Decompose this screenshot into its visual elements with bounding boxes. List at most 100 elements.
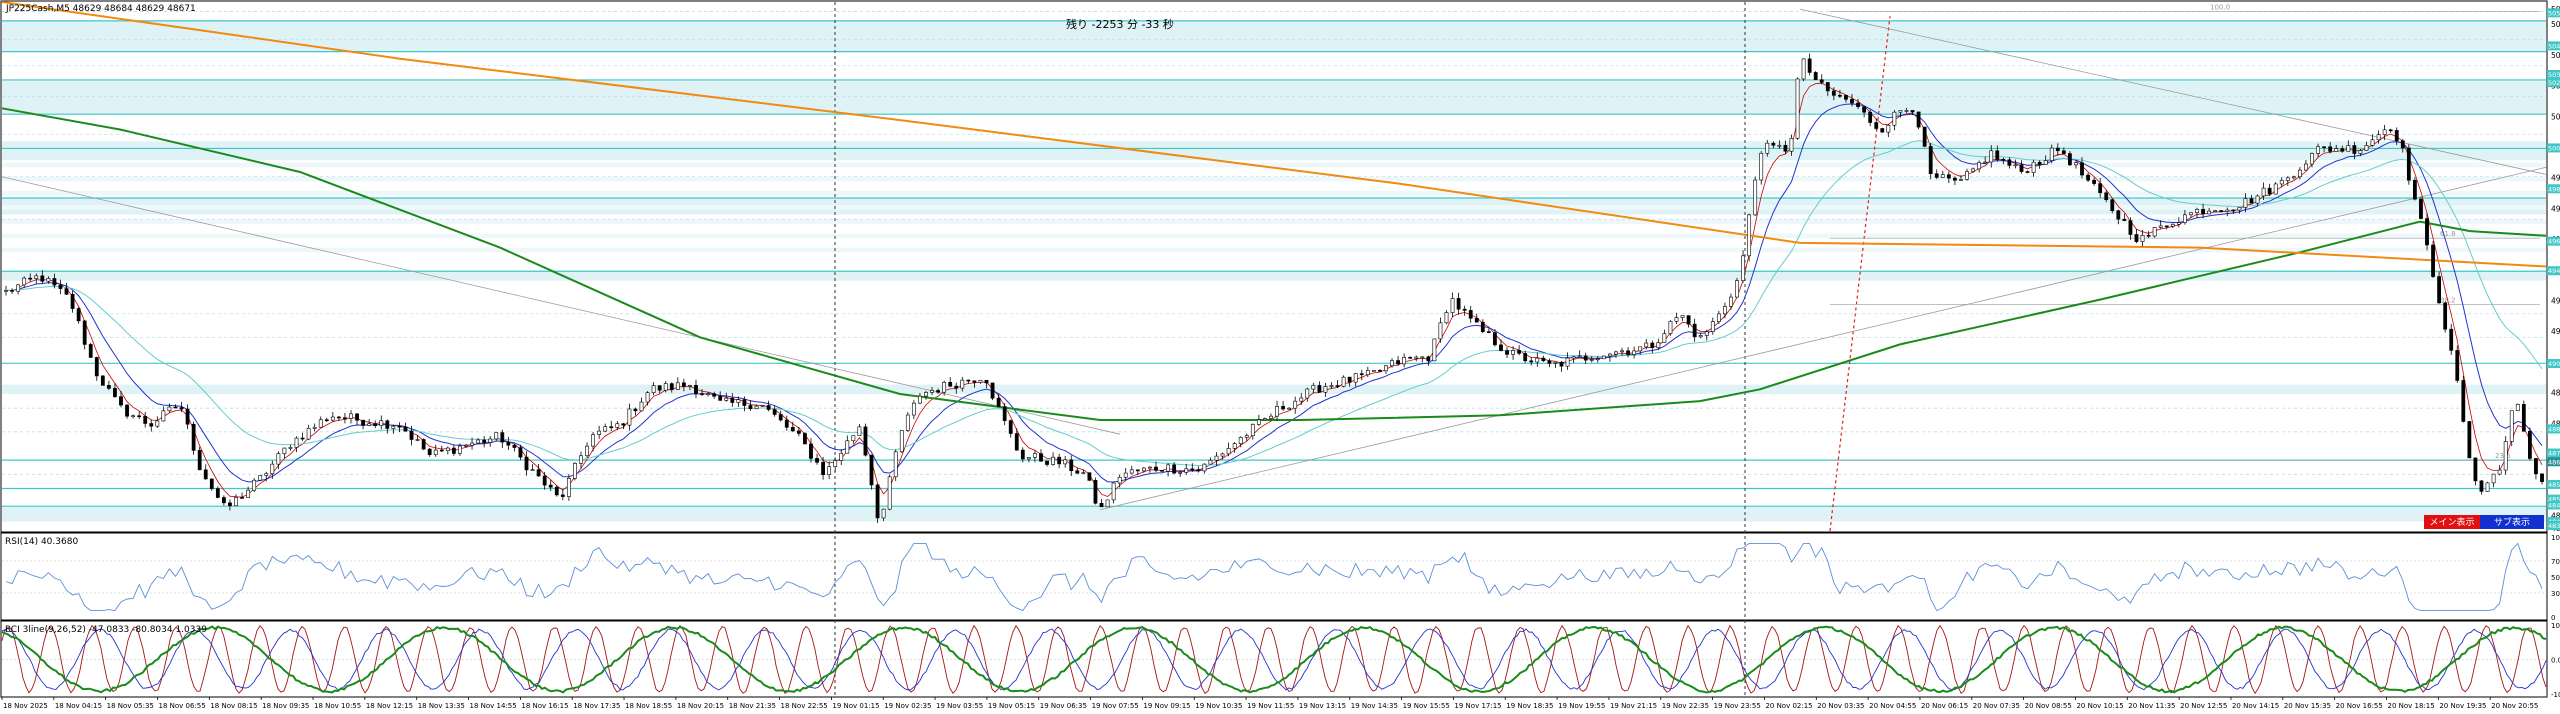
candle-body	[2267, 187, 2272, 195]
time-tick-label: 18 Nov 09:35	[262, 702, 309, 710]
candle-body	[88, 344, 93, 358]
time-tick-label: 20 Nov 04:55	[1869, 702, 1916, 710]
fibo-label: 100.0	[2210, 3, 2230, 11]
candle-body	[1547, 360, 1552, 364]
candle-body	[2297, 169, 2302, 178]
price-tag-bg	[2547, 69, 2560, 79]
candle-body	[1529, 360, 1534, 363]
candle-body	[1771, 142, 1776, 146]
time-tick-label: 18 Nov 21:35	[729, 702, 776, 710]
candle-body	[1868, 111, 1873, 123]
candle-body	[2473, 457, 2478, 482]
candle-body	[1844, 95, 1848, 100]
candle-body	[1825, 82, 1830, 92]
candle-body	[2116, 210, 2121, 220]
price-tag-bg	[2547, 8, 2560, 18]
candle-body	[1462, 308, 1467, 311]
candle-body	[1710, 321, 1715, 332]
candle-body	[809, 443, 813, 459]
candle-body	[633, 408, 638, 412]
time-tick-label: 18 Nov 16:15	[521, 702, 568, 710]
candle-body	[379, 420, 384, 427]
candle-body	[1880, 128, 1885, 133]
time-tick-label: 19 Nov 11:55	[1247, 702, 1294, 710]
candle-body	[1632, 350, 1637, 355]
candle-body	[16, 284, 21, 292]
rci-fast-line	[1, 624, 2547, 695]
candle-body	[451, 447, 456, 454]
candle-body	[1965, 171, 1969, 180]
time-tick-label: 18 Nov 12:15	[366, 702, 413, 710]
rci-mid-line	[1, 628, 2547, 691]
main-view-button[interactable]: メイン表示	[2424, 515, 2480, 529]
candle-body	[936, 390, 940, 393]
candle-body	[579, 455, 583, 464]
candle-body	[2007, 159, 2012, 166]
candle-body	[627, 408, 632, 426]
candle-body	[1008, 420, 1013, 434]
candle-body	[2183, 214, 2187, 223]
price-tag-bg	[2547, 494, 2560, 504]
candle-body	[2092, 179, 2097, 184]
candle-body	[427, 448, 432, 455]
candle-body	[397, 425, 402, 428]
sub-view-button[interactable]: サブ表示	[2480, 515, 2544, 529]
price-tag-label: 49827	[2548, 185, 2560, 193]
candle-body	[143, 415, 148, 424]
candle-body	[2503, 441, 2508, 471]
candle-body	[28, 277, 33, 280]
candle-body	[1819, 79, 1824, 83]
time-tick-label: 20 Nov 08:55	[2025, 702, 2072, 710]
candle-body	[1141, 467, 1146, 472]
price-tick-label: 50136	[2551, 112, 2560, 121]
candle-body	[1565, 357, 1570, 367]
candle-body	[609, 426, 614, 429]
candle-body	[2491, 473, 2496, 484]
candle-body	[2509, 410, 2514, 442]
candle-body	[2467, 421, 2472, 459]
candle-body	[2001, 158, 2006, 161]
candle-body	[1765, 142, 1770, 154]
candle-body	[300, 437, 305, 440]
candle-body	[1747, 214, 1752, 257]
candle-body	[1002, 406, 1007, 421]
time-tick-label: 20 Nov 02:15	[1765, 702, 1812, 710]
candle-body	[2376, 134, 2381, 141]
candle-body	[2170, 223, 2175, 227]
candle-body	[1571, 356, 1576, 359]
candle-body	[1075, 470, 1080, 474]
time-tick-label: 20 Nov 18:15	[2387, 702, 2434, 710]
candle-body	[385, 420, 390, 429]
candle-body	[2449, 328, 2454, 351]
candle-body	[1777, 144, 1782, 147]
candle-body	[34, 275, 39, 279]
candle-body	[942, 382, 947, 393]
candle-body	[1111, 482, 1116, 501]
candle-body	[373, 423, 378, 427]
candle-body	[1263, 418, 1267, 421]
candle-body	[754, 405, 759, 410]
candle-body	[512, 444, 517, 448]
fibo-label: 61.8	[2440, 230, 2456, 238]
candle-body	[1196, 469, 1201, 472]
price-tag-label: 49087	[2548, 360, 2560, 368]
candle-body	[2310, 153, 2314, 165]
candle-body	[1668, 320, 1673, 334]
time-tick-label: 18 Nov 2025	[3, 702, 48, 710]
candle-body	[2285, 177, 2290, 181]
candle-body	[52, 278, 57, 286]
rci-panel[interactable]	[0, 620, 2548, 698]
candle-body	[2304, 163, 2308, 171]
zone-band	[2, 384, 2546, 395]
candle-body	[1886, 124, 1891, 133]
candle-body	[1087, 472, 1092, 481]
price-tick-label: 49876	[2551, 174, 2560, 183]
fibo-label: 23.6	[2495, 452, 2511, 460]
price-tag-bg	[2547, 184, 2560, 194]
candle-body	[1063, 459, 1068, 465]
zone-band	[2, 141, 2546, 161]
candle-body	[911, 402, 916, 416]
rsi-panel[interactable]	[0, 532, 2548, 621]
candle-body	[2340, 148, 2345, 152]
